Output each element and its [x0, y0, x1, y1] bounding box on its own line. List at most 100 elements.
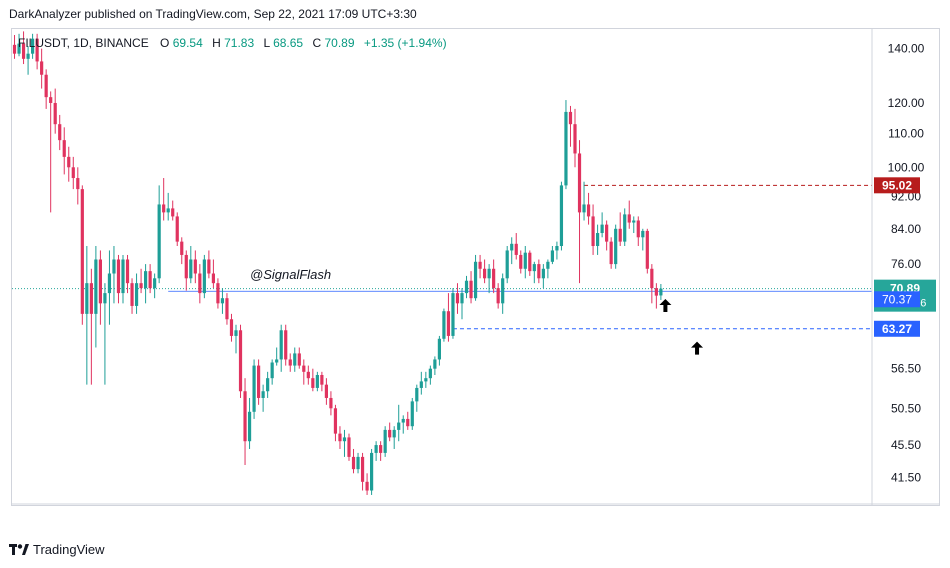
candle-body: [492, 268, 496, 289]
candle-body: [600, 224, 604, 234]
candle-body: [415, 387, 419, 402]
price-tick-label: 120.00: [888, 96, 925, 110]
candle-body: [605, 224, 609, 242]
candle-body: [501, 278, 505, 304]
candle-body: [98, 259, 102, 304]
candle-body: [125, 259, 130, 284]
candle-body: [225, 298, 229, 320]
price-tick-label: 56.50: [891, 362, 921, 376]
candle-body: [26, 53, 30, 59]
price-tick-label: 84.00: [891, 222, 921, 236]
candle-body: [523, 252, 527, 269]
candle-body: [53, 102, 57, 125]
candle-body: [302, 365, 306, 372]
candle-body: [49, 97, 53, 103]
candle-body: [582, 204, 586, 213]
candle-body: [134, 283, 139, 306]
level-lines: [12, 184, 872, 330]
candle-body: [442, 311, 446, 339]
candle-body: [243, 391, 247, 442]
candle-body: [388, 429, 392, 438]
candle-body: [433, 359, 437, 369]
candle-body: [80, 189, 84, 314]
candle-body: [555, 246, 559, 251]
candle-body: [148, 271, 152, 289]
watermark-text: @SignalFlash: [250, 267, 331, 282]
price-tick-label: 140.00: [888, 42, 925, 56]
candle-body: [297, 353, 301, 366]
candle-body: [270, 362, 274, 379]
candle-body: [153, 278, 157, 289]
price-tick-label: 41.50: [891, 471, 921, 485]
candle-body: [44, 74, 48, 98]
candle-body: [645, 230, 649, 269]
chart-overlay: @SignalFlash FILUSDT, 1D, BINANCE O 69.5…: [18, 36, 447, 282]
candle-body: [627, 214, 631, 223]
candle-body: [596, 233, 600, 247]
candle-body: [351, 456, 356, 470]
candle-body: [211, 273, 215, 284]
legend-symbol: FILUSDT, 1D, BINANCE: [18, 36, 149, 50]
candle-body: [464, 280, 469, 294]
candle-body: [333, 408, 338, 434]
candle-body: [505, 250, 509, 279]
candle-body: [202, 259, 206, 294]
resistance-price-tag: [874, 177, 920, 194]
candle-body: [360, 456, 365, 482]
candle-body: [401, 418, 405, 423]
candle-body: [365, 481, 369, 491]
up-arrow-icon: [691, 341, 704, 355]
candle-body: [17, 43, 21, 54]
up-arrow-shape: [659, 298, 672, 312]
candle-body: [487, 268, 491, 279]
candle-body: [347, 437, 351, 457]
ohlc-legend: FILUSDT, 1D, BINANCE O 69.54 H 71.83 L 6…: [18, 36, 447, 50]
candle-body: [446, 311, 451, 336]
candle-body: [207, 259, 211, 274]
candle-body: [636, 220, 640, 238]
candle-body: [383, 429, 387, 453]
candle-body: [229, 319, 234, 336]
candle-body: [180, 241, 184, 255]
candle-body: [586, 204, 591, 217]
candle-body: [451, 293, 455, 336]
candlestick-chart[interactable]: @SignalFlash FILUSDT, 1D, BINANCE O 69.5…: [12, 29, 939, 505]
candle-body: [324, 384, 328, 398]
candle-body: [234, 330, 238, 336]
candle-body: [71, 167, 75, 179]
tradingview-brand-label: TradingView: [33, 542, 105, 557]
candle-body: [293, 353, 297, 366]
candle-body: [559, 185, 564, 247]
candle-body: [632, 220, 636, 223]
chart-frame[interactable]: @SignalFlash FILUSDT, 1D, BINANCE O 69.5…: [11, 28, 940, 506]
candle-body: [564, 111, 568, 186]
candle-body: [171, 208, 175, 217]
candle-body: [550, 250, 554, 262]
candle-body: [473, 261, 478, 299]
candle-body: [257, 365, 261, 398]
support-price-tag: [874, 320, 920, 337]
candle-body: [577, 153, 582, 213]
annotation-arrows: [659, 298, 704, 355]
candle-body: [275, 359, 279, 363]
candle-body: [193, 259, 197, 274]
candle-body: [568, 111, 573, 125]
legend-high-label: H: [212, 36, 221, 50]
price-axis[interactable]: 140.00120.00110.00100.0092.0084.0076.007…: [888, 42, 925, 485]
candle-body: [654, 288, 658, 296]
candle-body: [35, 38, 39, 62]
candle-body: [455, 293, 460, 304]
legend-open-label: O: [160, 36, 169, 50]
candle-body: [76, 178, 80, 190]
candle-body: [31, 38, 35, 54]
candle-body: [112, 259, 116, 274]
candle-body: [58, 124, 62, 141]
tradingview-logo-icon: [9, 543, 29, 555]
tradingview-brand[interactable]: TradingView: [9, 542, 105, 557]
candle-body: [460, 293, 464, 304]
candle-body: [315, 374, 319, 388]
candle-body: [288, 359, 292, 366]
candle-body: [528, 252, 532, 272]
candle-body: [623, 214, 627, 242]
candle-body: [184, 254, 188, 279]
